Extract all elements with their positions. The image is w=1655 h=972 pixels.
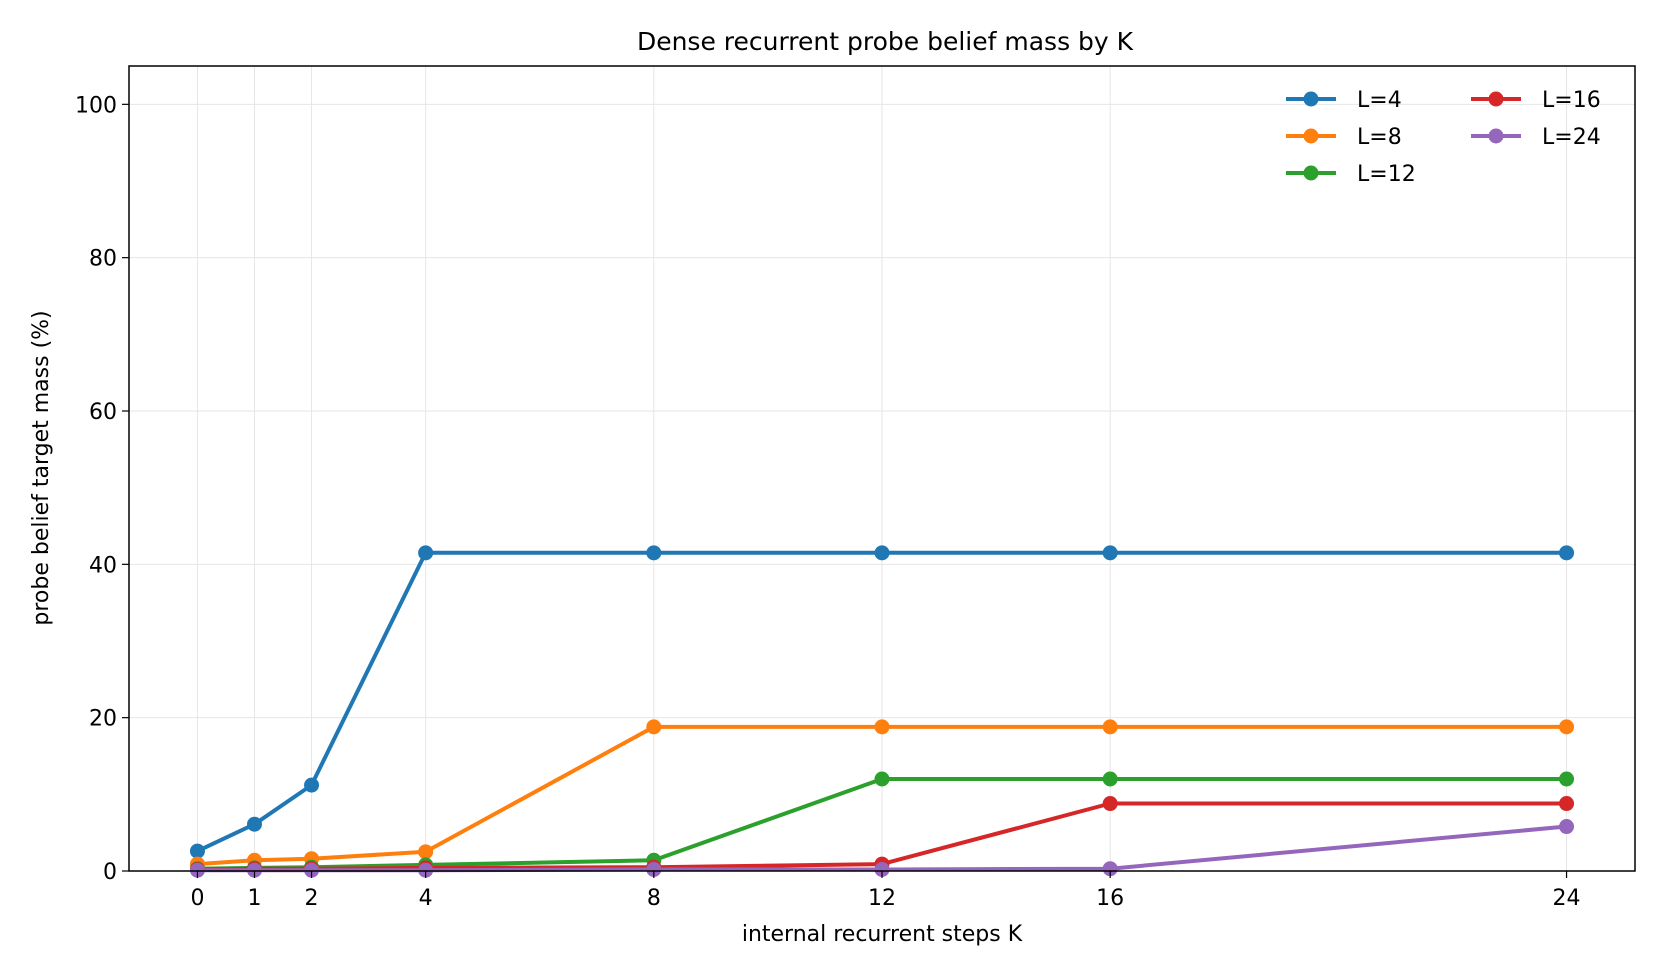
data-point-L=4 [1559, 545, 1575, 561]
data-point-L=24 [1559, 819, 1575, 835]
data-point-L=4 [646, 545, 662, 561]
legend-label: L=16 [1542, 88, 1601, 113]
legend-swatch-marker [1488, 128, 1504, 144]
data-point-L=24 [304, 862, 320, 878]
legend-label: L=8 [1357, 125, 1402, 150]
legend-item-L=16: L=16 [1471, 88, 1601, 113]
x-tick-label: 12 [868, 886, 896, 911]
y-tick-label: 0 [103, 860, 117, 885]
data-point-L=12 [1559, 771, 1575, 787]
y-tick-label: 80 [89, 247, 117, 272]
data-point-L=24 [247, 862, 262, 878]
x-axis-label: internal recurrent steps K [742, 922, 1023, 947]
x-tick-label: 4 [419, 886, 433, 911]
data-point-L=12 [874, 771, 890, 787]
legend-label: L=12 [1357, 162, 1416, 187]
data-point-L=16 [1559, 796, 1575, 812]
legend-item-L=4: L=4 [1286, 88, 1402, 113]
y-tick-label: 60 [89, 400, 117, 425]
x-tick-label: 2 [305, 886, 319, 911]
series-line-L=8 [197, 724, 1567, 867]
legend-item-L=12: L=12 [1286, 162, 1416, 187]
data-point-L=24 [418, 862, 434, 878]
legend-swatch-marker [1303, 91, 1319, 107]
x-axis-ticks: 0 1 2 4 8 12 16 24 [190, 871, 1581, 911]
legend-item-L=24: L=24 [1471, 125, 1601, 150]
data-point-L=8 [418, 844, 434, 860]
legend-swatch-marker [1488, 91, 1504, 107]
legend-label: L=4 [1357, 88, 1402, 113]
y-tick-label: 20 [89, 707, 117, 732]
data-point-L=4 [418, 545, 434, 561]
legend-swatch-marker [1303, 165, 1319, 181]
data-point-L=16 [1102, 796, 1118, 812]
legend: L=4 L=8 L=12 L=16 L=24 [1286, 88, 1601, 187]
data-point-L=4 [189, 843, 205, 859]
x-tick-label: 8 [647, 886, 661, 911]
data-point-L=8 [874, 719, 890, 735]
x-tick-label: 24 [1553, 886, 1581, 911]
chart-title: Dense recurrent probe belief mass by K [637, 27, 1134, 56]
data-point-L=8 [1559, 719, 1575, 735]
y-axis-label: probe belief target mass (%) [29, 310, 54, 625]
series-line-L=24 [197, 824, 1567, 873]
legend-swatch-marker [1303, 128, 1319, 144]
data-point-L=24 [646, 861, 662, 877]
data-point-L=8 [646, 719, 662, 735]
legend-label: L=24 [1542, 125, 1601, 150]
series-lines [196, 550, 1567, 873]
data-point-L=24 [1102, 861, 1118, 877]
data-point-L=24 [189, 862, 205, 878]
y-tick-label: 40 [89, 553, 117, 578]
x-tick-label: 1 [248, 886, 262, 911]
y-axis-ticks: 0 20 40 60 80 100 [75, 93, 129, 885]
x-tick-label: 0 [190, 886, 204, 911]
series-line-L=4 [196, 550, 1567, 853]
y-tick-label: 100 [75, 93, 117, 118]
x-tick-label: 16 [1096, 886, 1124, 911]
data-point-L=8 [1102, 719, 1118, 735]
data-point-L=4 [874, 545, 890, 561]
data-point-L=24 [874, 861, 890, 877]
legend-item-L=8: L=8 [1286, 125, 1402, 150]
data-point-L=4 [1102, 545, 1118, 561]
series-points [189, 545, 1575, 878]
data-point-L=12 [1102, 771, 1118, 787]
data-point-L=4 [247, 816, 262, 832]
data-point-L=4 [304, 777, 320, 793]
